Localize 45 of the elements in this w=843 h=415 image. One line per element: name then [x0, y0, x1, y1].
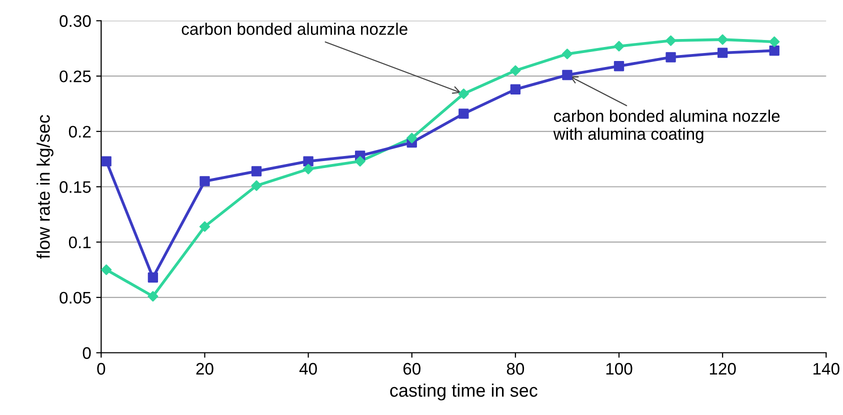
- y-tick-label: 0: [82, 347, 91, 359]
- x-tick-label: 80: [506, 362, 524, 375]
- x-axis-title: casting time in sec: [390, 384, 538, 400]
- point: [302, 164, 314, 174]
- y-axis-title: flow rate in kg/sec: [36, 114, 54, 259]
- y-tick-label: 0.30: [60, 15, 91, 27]
- y-tick-label: 0.1: [68, 236, 91, 248]
- x-tick-label: 0: [97, 362, 106, 375]
- point: [458, 108, 469, 119]
- x-tick-label: 40: [299, 362, 317, 375]
- x-tick-label: 140: [814, 362, 840, 375]
- point: [101, 264, 112, 276]
- x-tick-label: 120: [710, 362, 736, 375]
- y-tick-label: 0.25: [60, 70, 91, 82]
- point: [101, 156, 112, 166]
- point: [665, 35, 676, 46]
- point: [769, 36, 780, 48]
- point: [303, 156, 314, 166]
- point: [614, 40, 624, 52]
- point: [769, 46, 780, 56]
- point: [251, 166, 262, 176]
- point: [148, 291, 158, 302]
- point: [614, 61, 624, 72]
- point: [458, 88, 469, 100]
- annotation: carbon bonded alumina nozzle with alumina coating: [553, 110, 780, 144]
- annotation: carbon bonded alumina nozzle: [182, 22, 408, 35]
- point: [562, 48, 573, 60]
- point: [510, 65, 521, 76]
- point: [200, 176, 210, 186]
- point: [510, 84, 521, 94]
- x-tick-label: 100: [606, 362, 632, 375]
- x-tick-label: 20: [196, 362, 214, 375]
- point: [717, 48, 728, 58]
- point: [251, 180, 262, 191]
- point: [199, 221, 210, 232]
- y-tick-label: 0.05: [60, 292, 91, 304]
- y-tick-label: 0.15: [60, 181, 91, 193]
- point: [354, 156, 366, 167]
- point: [717, 34, 728, 45]
- point: [148, 272, 158, 283]
- point: [406, 132, 418, 144]
- x-tick-label: 60: [403, 362, 420, 375]
- y-tick-label: 0.2: [68, 126, 91, 138]
- point: [666, 52, 676, 62]
- point: [562, 70, 572, 80]
